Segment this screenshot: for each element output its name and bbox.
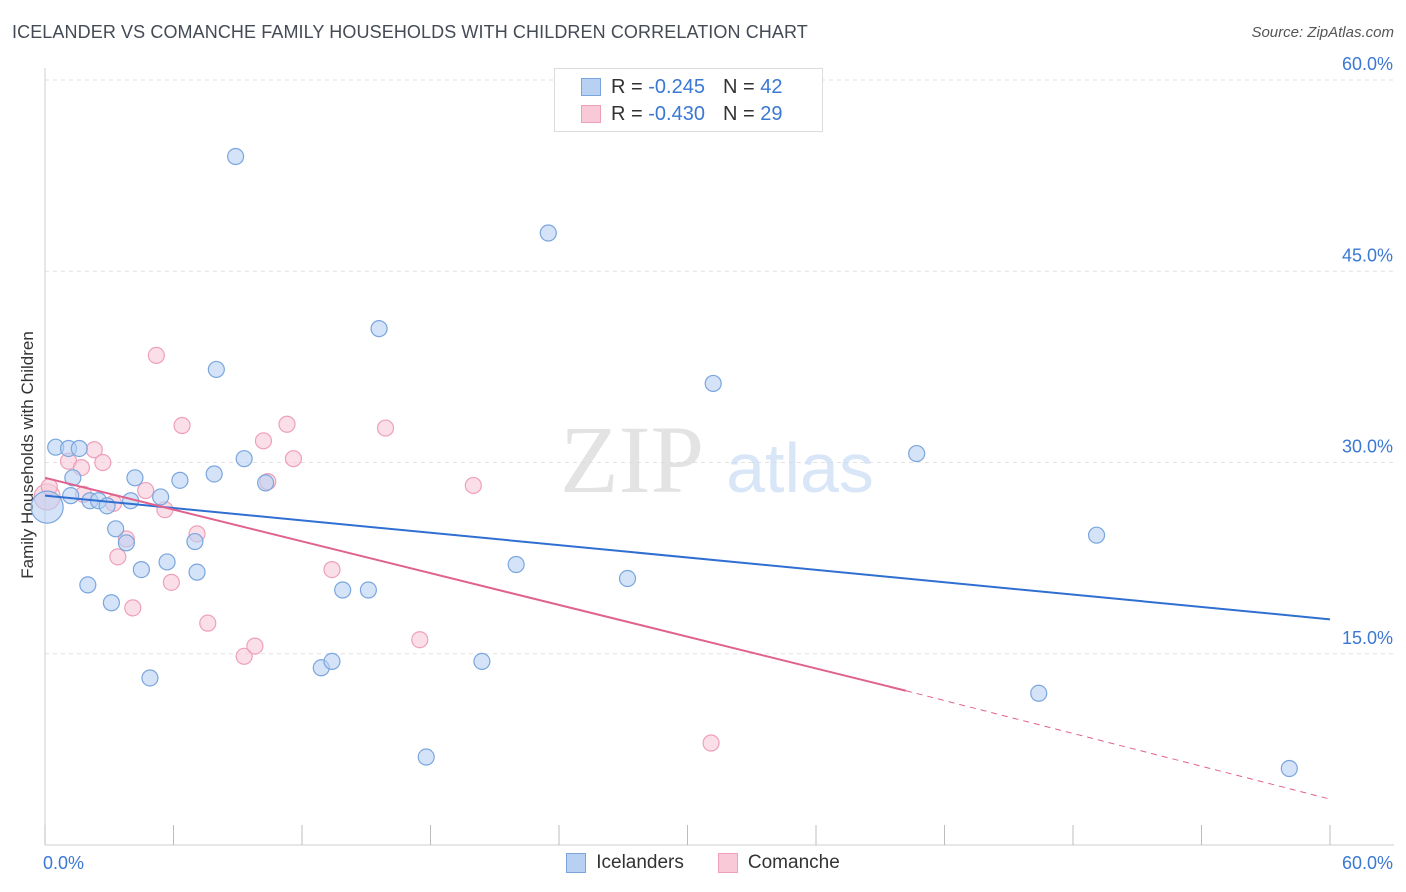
- watermark: ZIP atlas: [560, 406, 874, 513]
- icelander-point: [1030, 684, 1048, 702]
- icelander-point: [186, 532, 204, 551]
- comanche-point: [235, 647, 253, 665]
- legend-label-icelanders: Icelanders: [596, 852, 684, 873]
- legend-row-comanche: R = -0.430 N = 29: [581, 102, 782, 126]
- comanche-point: [162, 573, 180, 591]
- icelander-point: [539, 224, 557, 242]
- comanche-point: [173, 416, 191, 435]
- icelander-point: [1087, 526, 1106, 544]
- legend-item-comanche[interactable]: Comanche: [717, 852, 840, 874]
- comanche-point: [137, 481, 155, 500]
- legend-swatch-icelanders: [566, 853, 587, 873]
- icelander-point: [117, 534, 135, 552]
- comanche-point: [284, 450, 303, 468]
- icelander-point: [79, 576, 97, 594]
- legend-label-comanche: Comanche: [747, 852, 840, 873]
- icelander-point: [152, 488, 170, 506]
- comanche-point: [278, 415, 296, 433]
- icelander-point: [473, 652, 491, 671]
- legend-swatch-comanche: [717, 853, 738, 873]
- tick-labels: 15.0% 30.0% 45.0% 60.0% 0.0% 60.0%: [43, 54, 1393, 873]
- correlation-legend: R = -0.245 N = 42 R = -0.430 N = 29: [554, 68, 823, 132]
- icelander-point: [207, 360, 225, 379]
- comanche-point: [124, 599, 142, 617]
- legend-r-value: -0.245: [648, 75, 705, 98]
- comanche-point: [246, 637, 264, 655]
- icelander-point: [507, 555, 525, 574]
- y-tick-label: 30.0%: [1342, 437, 1393, 457]
- x-tick-label-max: 60.0%: [1342, 853, 1393, 873]
- comanche-point: [254, 432, 273, 450]
- legend-item-icelanders[interactable]: Icelanders: [566, 852, 684, 874]
- comanche-point: [109, 548, 127, 566]
- trend-lines: [44, 476, 1331, 800]
- y-tick-label: 60.0%: [1342, 54, 1393, 74]
- legend-swatch-icelanders: [581, 78, 601, 96]
- icelander-point: [102, 594, 120, 612]
- comanche-trend-extension: [905, 690, 1331, 800]
- comanche-trend-line: [44, 476, 907, 692]
- comanche-point: [147, 346, 165, 364]
- comanche-point: [464, 476, 482, 495]
- comanche-point: [376, 419, 395, 437]
- y-tick-label: 45.0%: [1342, 245, 1393, 265]
- comanche-point: [411, 631, 429, 649]
- icelander-point: [62, 487, 80, 505]
- icelander-point: [235, 450, 253, 468]
- axes: [44, 68, 1394, 846]
- legend-r-label: R =: [611, 75, 649, 98]
- legend-n-label: N =: [722, 75, 761, 98]
- icelander-point: [141, 669, 159, 687]
- watermark-zip: ZIP: [560, 406, 704, 513]
- legend-swatch-comanche: [581, 105, 601, 123]
- legend-r-label: R =: [611, 102, 649, 125]
- icelander-point: [323, 652, 341, 671]
- icelander-point: [256, 474, 275, 492]
- icelander-point: [188, 563, 206, 581]
- icelander-point: [227, 147, 245, 166]
- series-legend: Icelanders Comanche: [0, 852, 1406, 874]
- comanche-point: [94, 453, 112, 472]
- icelander-point: [334, 581, 352, 599]
- comanche-point: [702, 734, 720, 752]
- icelander-trend-line: [44, 494, 1331, 621]
- icelander-point: [704, 374, 722, 393]
- legend-n-label: N =: [722, 102, 761, 125]
- icelander-point: [908, 444, 926, 463]
- icelander-point: [30, 490, 64, 524]
- legend-row-icelanders: R = -0.245 N = 42: [581, 75, 782, 99]
- icelander-point: [64, 469, 82, 487]
- icelander-point: [205, 465, 223, 483]
- icelander-point: [70, 439, 88, 458]
- legend-n-value: 42: [760, 75, 783, 98]
- data-points: [30, 147, 1298, 778]
- gridlines: [45, 79, 1394, 655]
- y-tick-label: 15.0%: [1342, 628, 1393, 648]
- icelander-point: [618, 569, 637, 588]
- icelander-point: [171, 471, 189, 489]
- icelander-point: [158, 553, 176, 571]
- comanche-point: [323, 560, 341, 579]
- icelander-point: [107, 520, 125, 538]
- icelander-point: [370, 320, 388, 338]
- icelander-point: [359, 581, 377, 599]
- icelander-point: [417, 748, 435, 766]
- icelander-point: [126, 469, 144, 487]
- legend-r-value: -0.430: [648, 102, 705, 125]
- legend-n-value: 29: [760, 102, 783, 125]
- icelander-point: [1280, 759, 1298, 778]
- chart-source: Source: ZipAtlas.com: [1251, 24, 1394, 41]
- icelander-point: [132, 560, 150, 579]
- watermark-atlas: atlas: [726, 429, 874, 507]
- chart-title: ICELANDER VS COMANCHE FAMILY HOUSEHOLDS …: [12, 22, 808, 42]
- x-tick-label-min: 0.0%: [43, 853, 84, 873]
- comanche-point: [199, 614, 217, 632]
